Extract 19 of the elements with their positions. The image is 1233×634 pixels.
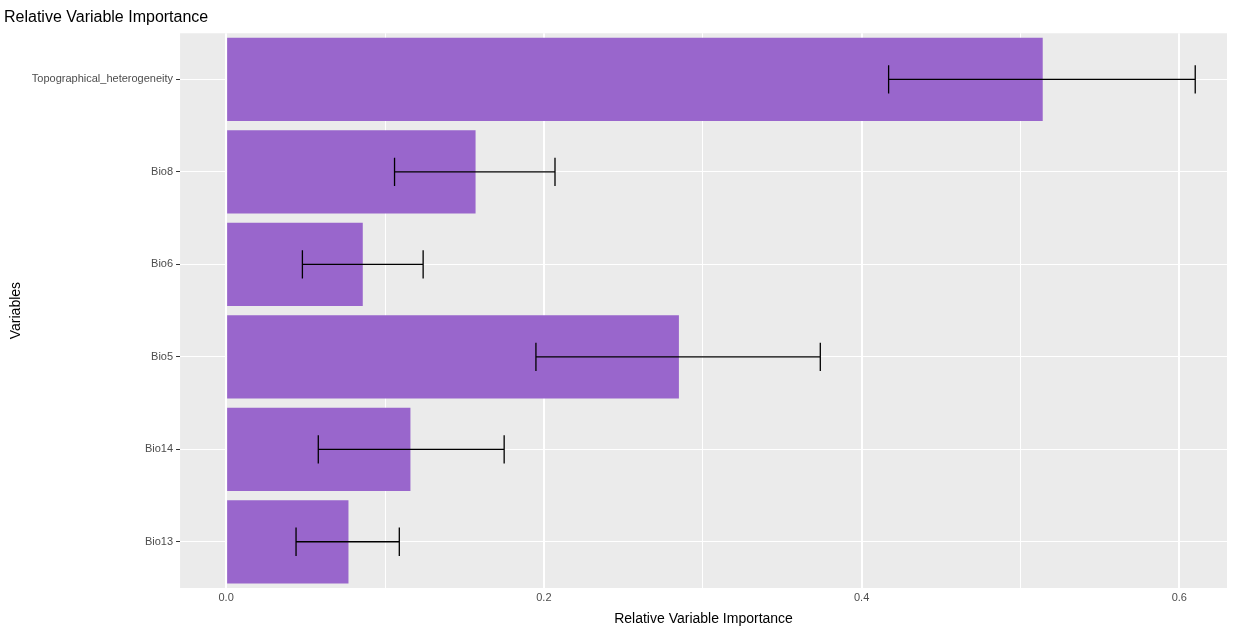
bar [227,222,363,306]
chart-title: Relative Variable Importance [4,8,209,26]
x-tick-label: 0.2 [536,590,552,603]
y-tick-label: Bio14 [144,442,174,455]
bar [227,37,1043,122]
y-tick-label: Bio6 [151,257,174,270]
y-tick-label: Bio13 [144,534,174,547]
y-tick-label: Bio5 [151,349,174,362]
x-tick-label: 0.6 [1171,590,1187,603]
bar [227,407,411,491]
x-tick-label: 0.0 [218,590,234,603]
x-axis-title: Relative Variable Importance [614,610,794,627]
y-tick-label: Bio8 [151,164,174,177]
bar [227,500,349,584]
y-tick-label: Topographical_heterogeneity [31,72,174,85]
bar [227,130,476,214]
bar [227,315,679,399]
y-axis-title: Variables [7,281,24,340]
x-tick-label: 0.4 [853,590,870,603]
